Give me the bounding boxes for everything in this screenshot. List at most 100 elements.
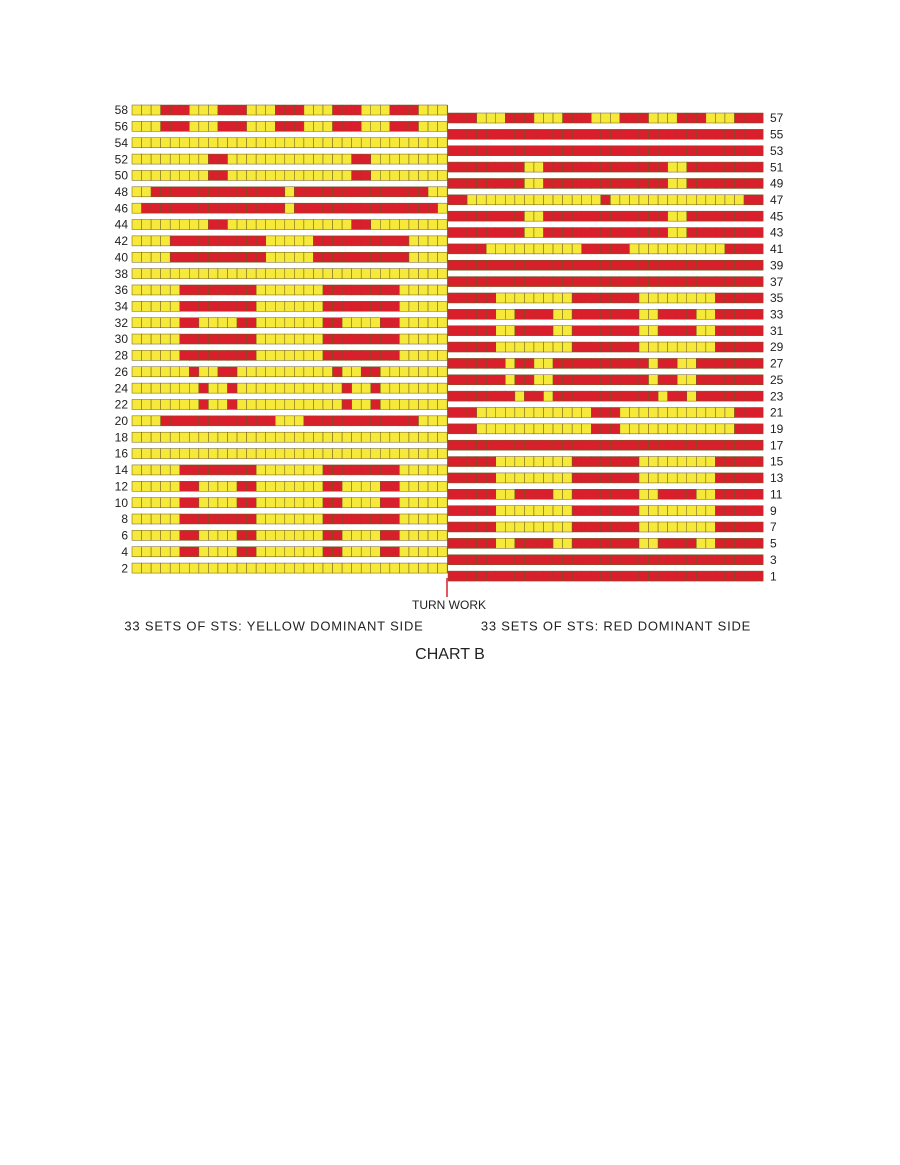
stitch-cell: [753, 309, 764, 320]
stitch-cell: [437, 219, 448, 230]
stitch-cell: [236, 235, 247, 247]
stitch-cell: [341, 235, 352, 247]
stitch-cell: [284, 202, 295, 214]
stitch-cell: [313, 415, 324, 427]
stitch-cell: [217, 415, 228, 427]
stitch-cell: [485, 505, 497, 516]
stitch-cell: [160, 284, 171, 296]
stitch-cell: [543, 227, 554, 238]
stitch-cell: [581, 390, 592, 402]
stitch-cell: [427, 497, 438, 508]
stitch-cell: [476, 374, 487, 386]
stitch-cell: [505, 292, 516, 304]
stitch-cell: [236, 186, 247, 198]
row-number: 2: [121, 561, 128, 575]
chart-row: 54: [115, 136, 448, 150]
stitch-cell: [341, 415, 352, 427]
stitch-cell: [265, 104, 276, 116]
stitch-cell: [360, 530, 372, 541]
stitch-cell: [284, 219, 295, 230]
stitch-cell: [705, 112, 716, 124]
stitch-cell: [284, 235, 295, 247]
stitch-cell: [457, 194, 468, 206]
stitch-cell: [217, 431, 228, 443]
stitch-cell: [581, 309, 592, 320]
stitch-cell: [591, 210, 602, 222]
stitch-cell: [705, 129, 716, 140]
stitch-cell: [457, 276, 468, 287]
stitch-cell: [724, 407, 735, 418]
stitch-cell: [743, 227, 754, 238]
stitch-cell: [275, 268, 286, 279]
stitch-cell: [408, 382, 419, 394]
stitch-cell: [667, 472, 678, 484]
stitch-cell: [667, 341, 678, 353]
stitch-cell: [715, 145, 726, 156]
stitch-cell: [466, 145, 477, 156]
stitch-cell: [447, 276, 458, 287]
stitch-cell: [514, 259, 525, 271]
stitch-cell: [667, 570, 678, 582]
stitch-cell: [505, 423, 516, 435]
stitch-cell: [591, 194, 602, 206]
stitch-cell: [208, 562, 219, 574]
stitch-cell: [715, 554, 726, 565]
stitch-cell: [629, 554, 640, 565]
stitch-cell: [657, 227, 668, 238]
stitch-cell: [389, 104, 400, 116]
stitch-cell: [734, 145, 745, 156]
stitch-cell: [524, 390, 535, 402]
stitch-cell: [686, 210, 697, 222]
stitch-cell: [667, 243, 678, 255]
stitch-cell: [284, 431, 295, 443]
stitch-cell: [389, 562, 400, 574]
stitch-cell: [610, 243, 621, 255]
stitch-cell: [724, 178, 735, 189]
stitch-cell: [150, 284, 161, 296]
stitch-cell: [322, 464, 333, 476]
stitch-cell: [476, 390, 487, 402]
stitch-cell: [189, 251, 200, 263]
stitch-cell: [724, 423, 735, 435]
stitch-cell: [313, 431, 324, 443]
stitch-cell: [370, 121, 381, 132]
stitch-cell: [715, 374, 726, 386]
stitch-cell: [265, 333, 276, 345]
stitch-cell: [246, 235, 257, 247]
stitch-cell: [552, 390, 563, 402]
stitch-cell: [255, 382, 266, 394]
stitch-cell: [485, 439, 497, 451]
row-number: 12: [115, 479, 129, 493]
stitch-cell: [696, 259, 707, 271]
stitch-cell: [332, 121, 343, 132]
chart-row: 42: [115, 234, 448, 248]
stitch-cell: [131, 562, 142, 574]
stitch-cell: [189, 186, 200, 198]
stitch-cell: [447, 227, 458, 238]
stitch-cell: [208, 382, 219, 394]
stitch-cell: [495, 456, 506, 467]
stitch-cell: [227, 219, 238, 230]
stitch-cell: [169, 546, 180, 557]
stitch-cell: [753, 210, 764, 222]
right-caption: 33 SETS OF STS: RED DOMINANT SIDE: [481, 618, 751, 633]
stitch-cell: [399, 251, 410, 263]
stitch-cell: [715, 407, 726, 418]
stitch-cell: [189, 399, 200, 410]
stitch-cell: [332, 431, 343, 443]
chart-row: 51: [447, 160, 784, 174]
stitch-cell: [169, 268, 180, 279]
stitch-cell: [562, 423, 573, 435]
stitch-cell: [141, 317, 152, 328]
stitch-cell: [724, 259, 735, 271]
stitch-cell: [610, 358, 621, 369]
stitch-cell: [236, 153, 247, 165]
stitch-cell: [389, 219, 400, 230]
stitch-cell: [600, 472, 611, 484]
stitch-cell: [495, 210, 506, 222]
stitch-cell: [524, 276, 535, 287]
stitch-cell: [505, 554, 516, 565]
stitch-cell: [619, 112, 630, 124]
stitch-cell: [724, 129, 735, 140]
stitch-cell: [676, 374, 688, 386]
